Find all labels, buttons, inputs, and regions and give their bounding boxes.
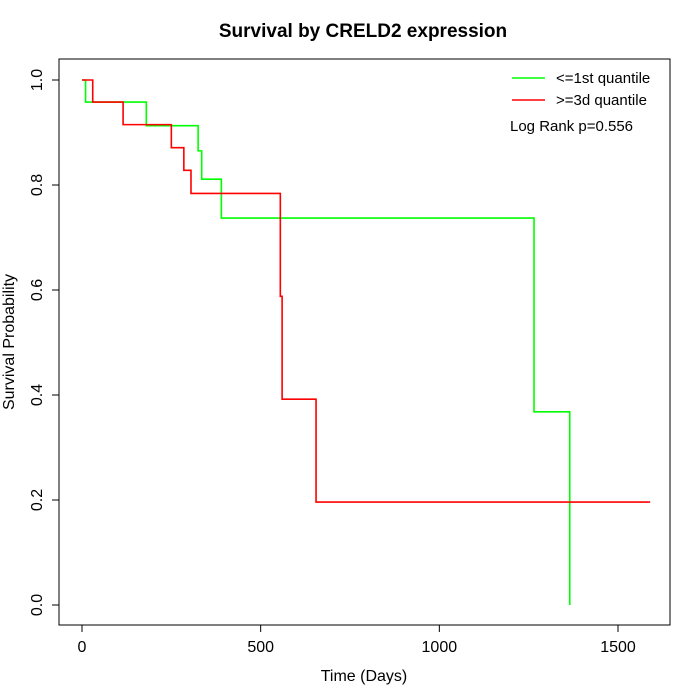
- y-tick-label: 0.8: [29, 174, 46, 196]
- x-axis-label: Time (Days): [321, 668, 408, 685]
- legend-label-low: <=1st quantile: [556, 70, 650, 87]
- x-axis: 0 500 1000 1500: [78, 624, 636, 656]
- legend-label-high: >=3d quantile: [556, 92, 647, 109]
- series-line-1: [82, 79, 651, 503]
- series-line-0: [82, 79, 571, 605]
- log-rank-annotation: Log Rank p=0.556: [510, 118, 633, 135]
- plot-frame: [58, 58, 671, 626]
- series-layer: [82, 79, 651, 605]
- x-tick-label: 1000: [422, 639, 458, 656]
- chart-title: Survival by CRELD2 expression: [219, 21, 507, 42]
- y-tick-label: 0.4: [29, 384, 46, 406]
- y-tick-label: 0.0: [29, 594, 46, 616]
- y-axis: 0.0 0.2 0.4 0.6 0.8 1.0: [29, 69, 60, 616]
- x-tick-label: 500: [247, 639, 274, 656]
- y-tick-label: 0.2: [29, 489, 46, 511]
- y-tick-label: 1.0: [29, 69, 46, 91]
- x-tick-label: 1500: [600, 639, 636, 656]
- y-tick-label: 0.6: [29, 279, 46, 301]
- y-axis-label: Survival Probability: [1, 274, 18, 410]
- x-tick-label: 0: [78, 639, 87, 656]
- legend: <=1st quantile >=3d quantile Log Rank p=…: [510, 70, 650, 135]
